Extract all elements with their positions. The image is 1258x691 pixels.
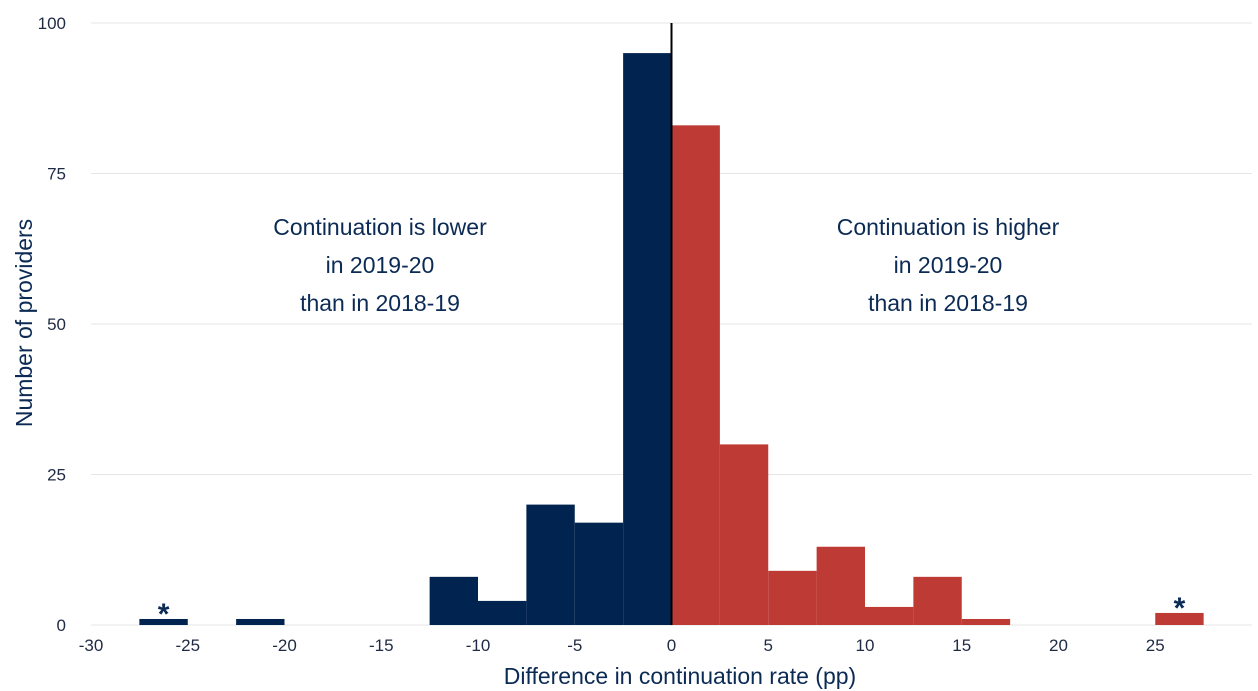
x-tick-labels: -30 -25 -20 -15 -10 -5 0 5 10 15 20 25 bbox=[79, 636, 1165, 655]
annotation-line: Continuation is lower bbox=[273, 214, 487, 240]
histogram-bar bbox=[816, 546, 865, 625]
asterisk-marker: * bbox=[158, 598, 170, 631]
y-tick-labels: 0 25 50 75 100 bbox=[38, 14, 66, 635]
x-tick-label: -15 bbox=[369, 636, 394, 655]
bars bbox=[139, 53, 1204, 626]
histogram-bar bbox=[236, 618, 285, 625]
histogram-bar bbox=[961, 618, 1011, 625]
y-tick-label: 75 bbox=[47, 165, 66, 184]
y-tick-label: 100 bbox=[38, 14, 66, 33]
annotation-lower: Continuation is lower in 2019-20 than in 2… bbox=[273, 214, 487, 316]
y-tick-label: 25 bbox=[47, 466, 66, 485]
x-tick-label: 20 bbox=[1049, 636, 1068, 655]
x-tick-label: 0 bbox=[667, 636, 676, 655]
annotation-line: Continuation is higher bbox=[837, 214, 1060, 240]
asterisk-marker: * bbox=[1174, 592, 1186, 625]
x-axis-title: Difference in continuation rate (pp) bbox=[504, 663, 856, 689]
histogram-bar bbox=[623, 53, 672, 626]
markers: * * bbox=[158, 592, 1186, 631]
y-axis-title: Number of providers bbox=[11, 219, 37, 427]
histogram-bar bbox=[429, 576, 478, 625]
annotation-line: in 2019-20 bbox=[326, 252, 435, 278]
x-tick-label: -30 bbox=[79, 636, 104, 655]
x-tick-label: -5 bbox=[567, 636, 582, 655]
annotations: Continuation is lower in 2019-20 than in 2… bbox=[273, 214, 1059, 316]
y-tick-label: 50 bbox=[47, 315, 66, 334]
annotation-line: in 2019-20 bbox=[894, 252, 1003, 278]
y-tick-label: 0 bbox=[57, 616, 66, 635]
x-tick-label: -25 bbox=[175, 636, 200, 655]
x-tick-label: 25 bbox=[1146, 636, 1165, 655]
histogram-bar bbox=[913, 576, 962, 625]
histogram-bar bbox=[526, 504, 575, 625]
x-tick-label: 15 bbox=[952, 636, 971, 655]
x-tick-label: -10 bbox=[466, 636, 491, 655]
annotation-higher: Continuation is higher in 2019-20 than in … bbox=[837, 214, 1060, 316]
histogram-bar bbox=[1155, 612, 1204, 625]
annotation-line: than in 2018-19 bbox=[868, 290, 1028, 316]
histogram-bar bbox=[139, 618, 188, 625]
x-tick-label: 10 bbox=[856, 636, 875, 655]
histogram-bar bbox=[768, 570, 817, 625]
histogram-bar bbox=[719, 444, 769, 625]
x-tick-label: 5 bbox=[764, 636, 773, 655]
x-tick-label: -20 bbox=[272, 636, 297, 655]
histogram-bar bbox=[865, 606, 914, 625]
annotation-line: than in 2018-19 bbox=[300, 290, 460, 316]
histogram-bar bbox=[478, 600, 527, 625]
histogram-bar bbox=[671, 125, 720, 625]
histogram-bar bbox=[574, 522, 624, 625]
